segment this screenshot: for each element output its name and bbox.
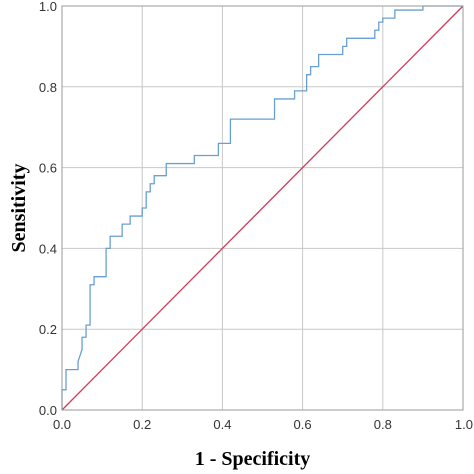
plot-frame (61, 5, 464, 411)
y-tick-label: 0.8 (39, 80, 57, 95)
y-tick-label: 1.0 (39, 0, 57, 14)
x-tick-label: 0.8 (374, 417, 392, 432)
y-axis-title: Sensitivity (8, 164, 30, 253)
x-tick-labels: 0.0 0.2 0.4 0.6 0.8 1.0 (53, 417, 473, 432)
y-tick-label: 0.0 (39, 403, 57, 418)
x-tick-label: 0.2 (133, 417, 151, 432)
series-layer (61, 5, 464, 411)
x-axis-title: 1 - Specificity (195, 448, 311, 470)
x-tick-label: 0.0 (53, 417, 71, 432)
roc-curve (61, 5, 463, 410)
y-tick-label: 0.4 (39, 241, 57, 256)
y-tick-label: 0.2 (39, 322, 57, 337)
reference-curve (61, 5, 464, 411)
y-tick-label: 0.6 (39, 161, 57, 176)
x-tick-label: 1.0 (455, 417, 473, 432)
x-tick-label: 0.6 (294, 417, 312, 432)
y-tick-labels: 0.0 0.2 0.4 0.6 0.8 1.0 (39, 0, 57, 418)
x-tick-label: 0.4 (213, 417, 231, 432)
